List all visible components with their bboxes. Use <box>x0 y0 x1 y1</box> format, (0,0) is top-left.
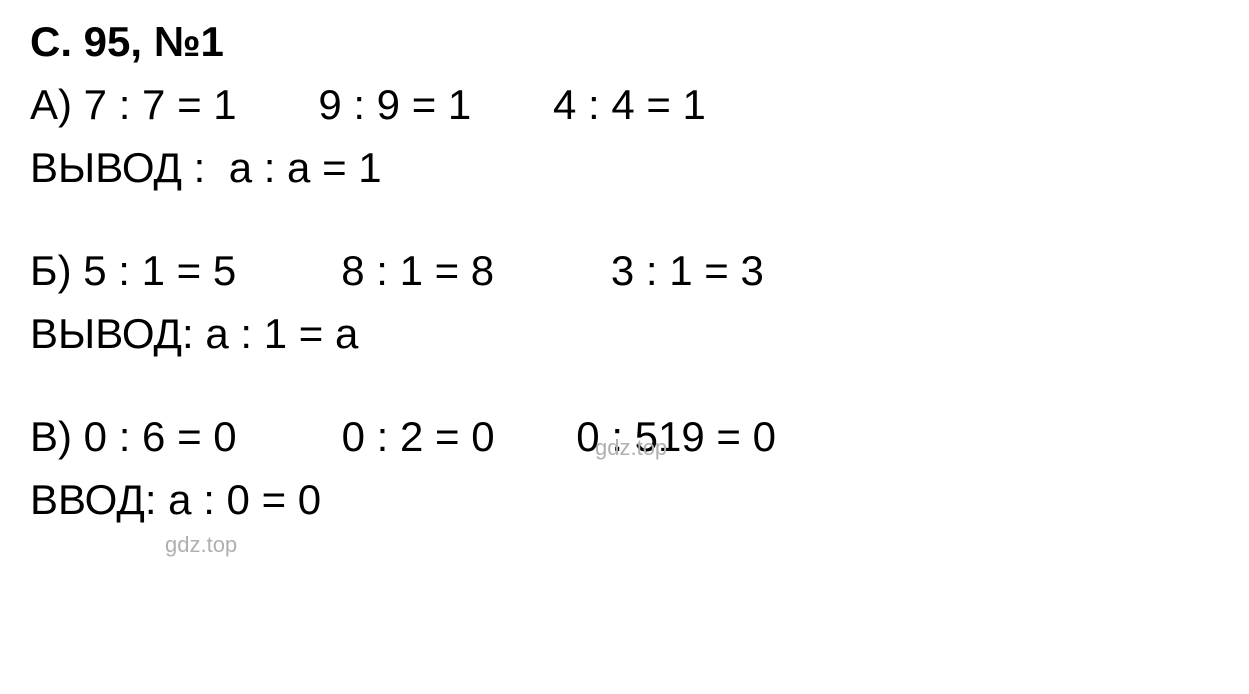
section-b-eq3: 3 : 1 = 3 <box>611 247 764 294</box>
section-a-eq2: 9 : 9 = 1 <box>318 81 471 128</box>
section-b-conclusion: ВЫВОД: a : 1 = a <box>30 302 1219 365</box>
page-title: С. 95, №1 <box>30 10 1219 73</box>
section-b-label: Б) <box>30 247 72 294</box>
section-c-conclusion-text: a : 0 = 0 <box>168 476 321 523</box>
watermark-text-2: gdz.top <box>165 532 237 558</box>
section-c-label: В) <box>30 413 72 460</box>
section-c-eq1: 0 : 6 = 0 <box>84 413 237 460</box>
section-a-label: А) <box>30 81 72 128</box>
section-b-conclusion-text: a : 1 = a <box>205 310 358 357</box>
section-c-conclusion-label: ВВОД: <box>30 476 157 523</box>
section-b-eq1: 5 : 1 = 5 <box>83 247 236 294</box>
section-a-conclusion: ВЫВОД : а : а = 1 <box>30 136 1219 199</box>
section-b-eq2: 8 : 1 = 8 <box>341 247 494 294</box>
section-a-eq3: 4 : 4 = 1 <box>553 81 706 128</box>
section-b-conclusion-label: ВЫВОД: <box>30 310 194 357</box>
section-c-eq2: 0 : 2 = 0 <box>342 413 495 460</box>
section-c-conclusion: ВВОД: a : 0 = 0 <box>30 468 1219 531</box>
section-a-conclusion-label: ВЫВОД : <box>30 144 205 191</box>
section-c-eq3: 0 : 519 = 0 <box>576 413 776 460</box>
section-c-row: В) 0 : 6 = 0 0 : 2 = 0 0 : 519 = 0 <box>30 405 1219 468</box>
section-a-eq1: 7 : 7 = 1 <box>84 81 237 128</box>
section-a-conclusion-text: а : а = 1 <box>229 144 382 191</box>
section-b-row: Б) 5 : 1 = 5 8 : 1 = 8 3 : 1 = 3 <box>30 239 1219 302</box>
section-a-row: А) 7 : 7 = 1 9 : 9 = 1 4 : 4 = 1 <box>30 73 1219 136</box>
